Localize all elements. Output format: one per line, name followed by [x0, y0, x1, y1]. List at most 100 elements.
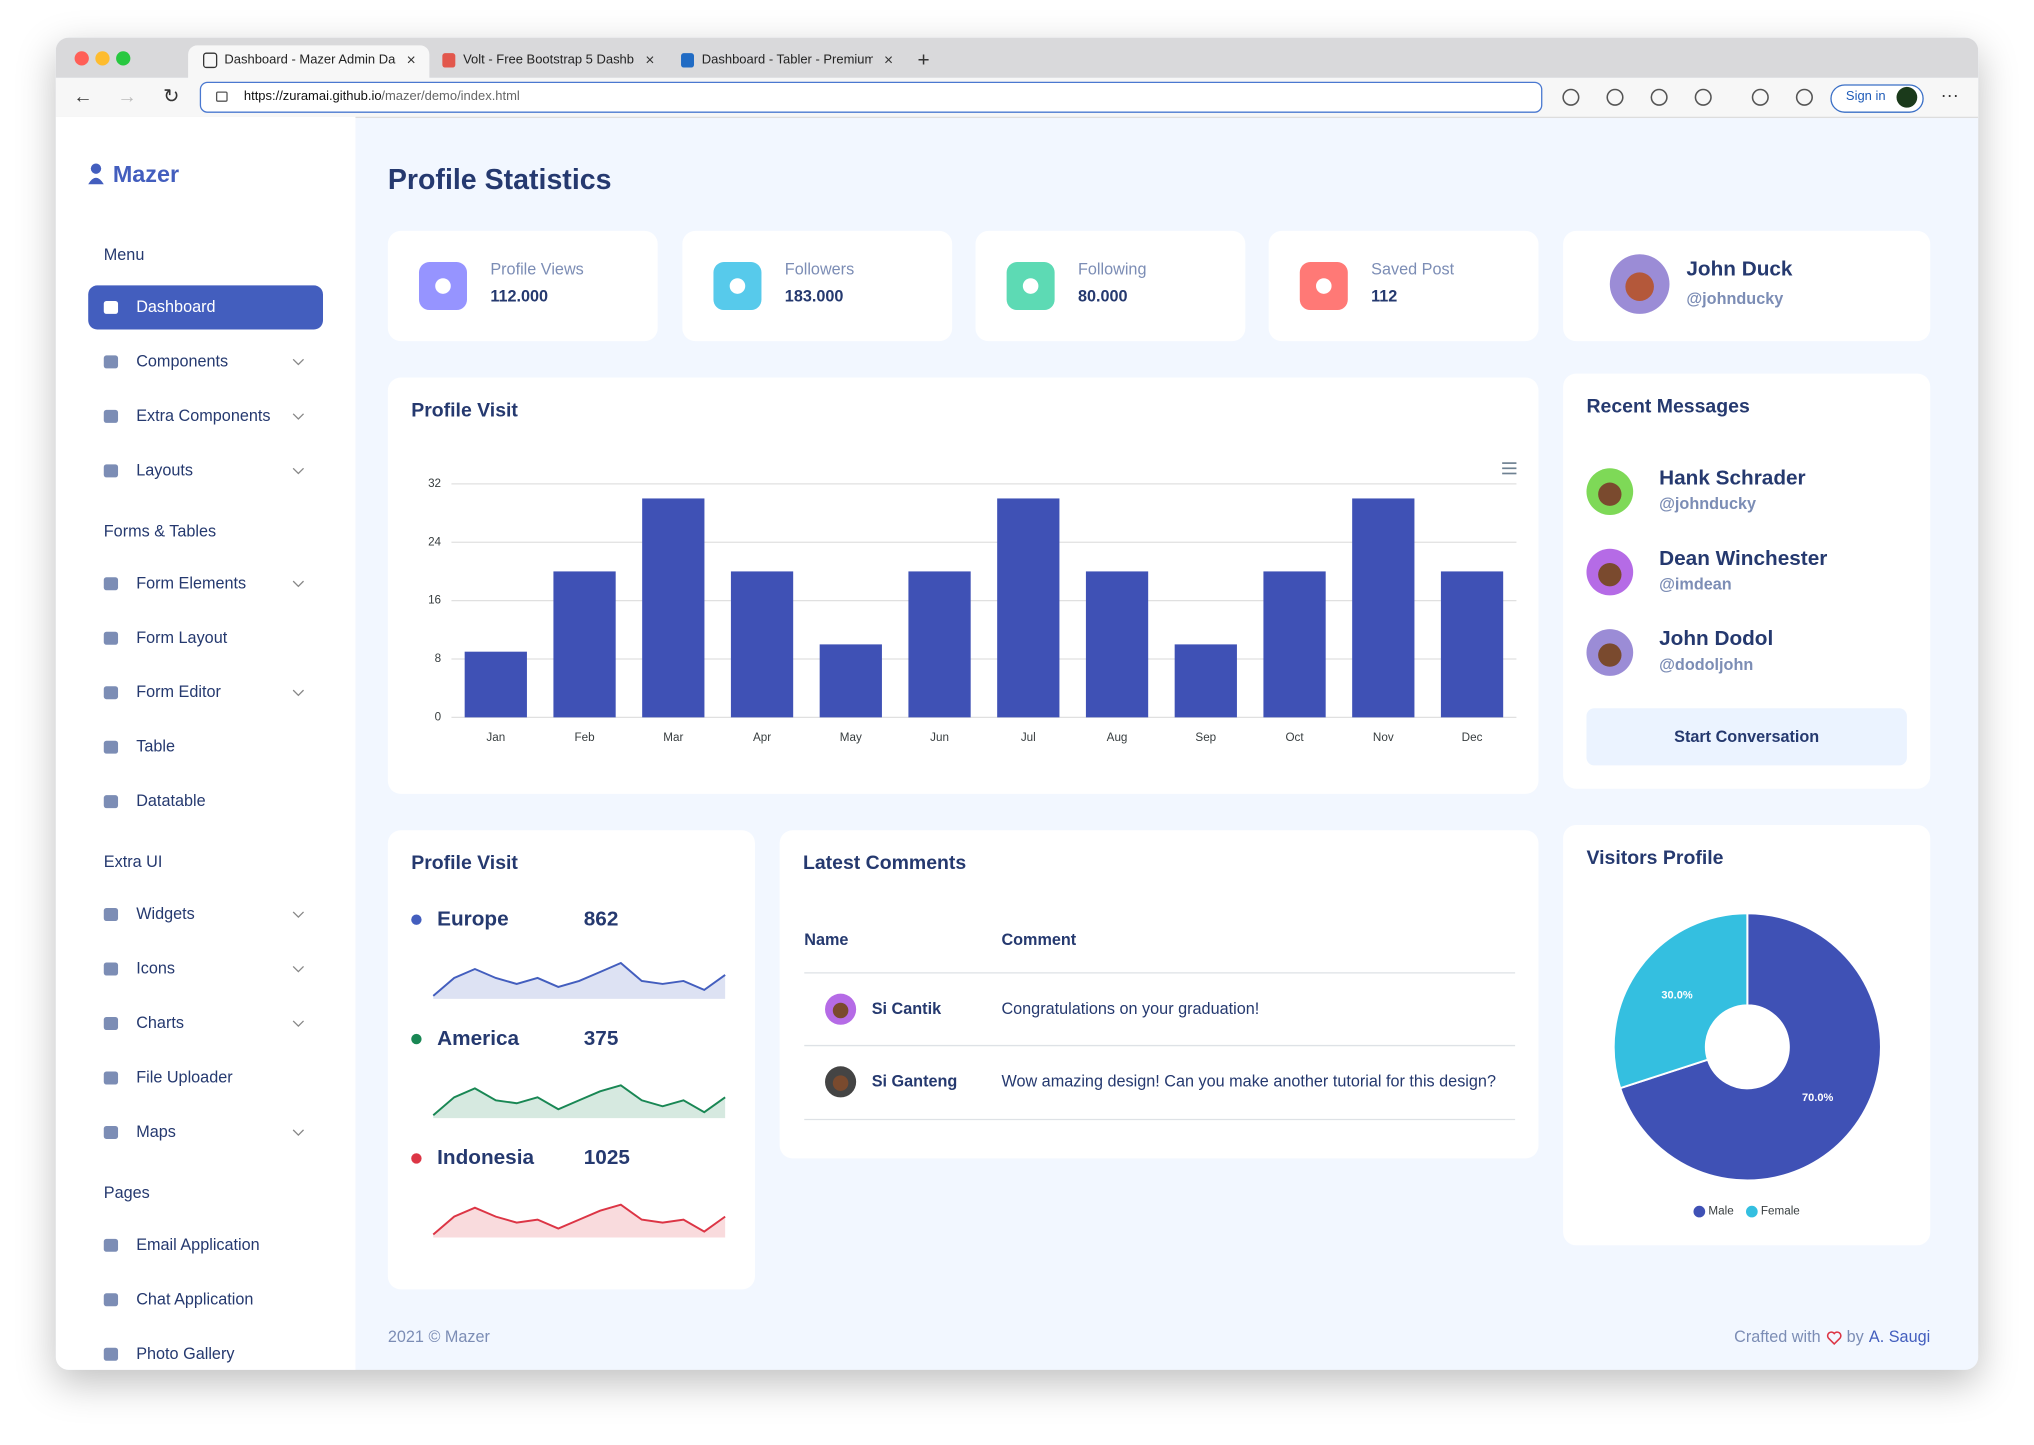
- sidebar-item[interactable]: File Uploader: [136, 1068, 233, 1087]
- legend-dot: [411, 1033, 422, 1045]
- x-tick-label: Jun: [930, 731, 949, 744]
- profile-avatar-face: [1625, 272, 1654, 301]
- profile-name: John Duck: [1686, 258, 1793, 281]
- sidebar-item[interactable]: Photo Gallery: [136, 1344, 235, 1363]
- sidebar-item[interactable]: Charts: [136, 1013, 184, 1032]
- stat-label: Profile Views: [490, 260, 584, 279]
- sidebar-icon: [103, 1293, 119, 1307]
- stat-icon-glyph: [435, 278, 451, 294]
- sidebar-icon: [103, 409, 119, 423]
- submenu-chevron: [292, 413, 305, 420]
- stat-label: Following: [1077, 260, 1147, 279]
- sidebar-icon: [103, 686, 119, 700]
- region-name: Europe: [437, 908, 509, 931]
- region-name: America: [437, 1027, 520, 1050]
- x-tick-label: Jan: [486, 731, 505, 744]
- sidebar-item[interactable]: Icons: [136, 959, 175, 978]
- window-control: [95, 51, 110, 66]
- y-tick-label: 8: [435, 652, 441, 665]
- sidebar-item[interactable]: Form Layout: [136, 628, 228, 647]
- pie-slice: [1619, 912, 1882, 1182]
- legend-marker: [1746, 1205, 1758, 1218]
- sidebar-item[interactable]: Form Editor: [136, 682, 221, 702]
- tab-close: ×: [645, 52, 654, 69]
- sidebar-item[interactable]: Components: [136, 352, 229, 371]
- region-value: 862: [583, 908, 619, 931]
- x-tick-label: Apr: [753, 731, 771, 744]
- sidebar-item[interactable]: Email Application: [136, 1235, 260, 1254]
- sidebar-item[interactable]: Chat Application: [136, 1290, 254, 1309]
- sidebar-item[interactable]: Extra Components: [136, 406, 271, 425]
- footer-text: by: [1846, 1327, 1864, 1346]
- y-tick-label: 32: [428, 477, 441, 490]
- x-tick-label: Dec: [1462, 731, 1483, 744]
- account-avatar: [1896, 86, 1918, 108]
- active-tab[interactable]: [188, 45, 430, 80]
- address-bar[interactable]: [199, 81, 1543, 113]
- sign-in-label[interactable]: Sign in: [1845, 89, 1886, 104]
- bar: [553, 571, 616, 718]
- chart-title: Profile Visit: [411, 399, 518, 422]
- start-conversation-button[interactable]: Start Conversation: [1586, 708, 1907, 766]
- column-header: Name: [804, 930, 849, 949]
- tab-title[interactable]: Volt - Free Bootstrap 5 Dashb: [463, 53, 634, 68]
- nav-button: ←: [73, 85, 92, 107]
- sidebar-section-title: Forms & Tables: [103, 522, 217, 541]
- comment-name: Si Cantik: [871, 999, 942, 1018]
- stat-value: 112: [1371, 287, 1398, 306]
- sidebar-item[interactable]: Datatable: [136, 791, 206, 811]
- x-tick-label: Oct: [1285, 731, 1304, 744]
- message-name[interactable]: Hank Schrader: [1659, 467, 1806, 490]
- message-handle: @dodoljohn: [1659, 655, 1754, 674]
- pie-label: 30.0%: [1661, 990, 1692, 1002]
- region-name: Indonesia: [437, 1147, 535, 1170]
- message-name[interactable]: John Dodol: [1659, 628, 1774, 651]
- bar: [1440, 571, 1504, 718]
- page-title: Profile Statistics: [387, 163, 612, 196]
- x-tick-label: Nov: [1373, 731, 1394, 744]
- sidebar-item[interactable]: Form Elements: [136, 574, 247, 593]
- brand: Mazer: [112, 161, 180, 188]
- brand-icon-head: [90, 163, 102, 174]
- card-title: Profile Visit: [411, 852, 518, 875]
- comment-avatar-face: [832, 1075, 849, 1091]
- message-avatar-face: [1598, 562, 1622, 587]
- new-tab: +: [918, 48, 930, 71]
- tab-close: ×: [407, 52, 416, 69]
- sidebar-item[interactable]: Dashboard: [136, 297, 216, 316]
- bar: [1263, 571, 1326, 718]
- legend-label: Female: [1761, 1205, 1800, 1218]
- footer-copyright: 2021 © Mazer: [387, 1327, 490, 1346]
- sidebar-item[interactable]: Table: [136, 737, 175, 756]
- sidebar-item[interactable]: Maps: [136, 1122, 176, 1141]
- sidebar-icon: [103, 962, 119, 976]
- toolbar-icon: [1606, 88, 1624, 106]
- sidebar-section-title: Extra UI: [103, 852, 163, 872]
- comments-card: [779, 830, 1539, 1159]
- menu-dots: ···: [1941, 85, 1959, 105]
- x-tick-label: Jul: [1021, 731, 1036, 744]
- card-title: Recent Messages: [1586, 395, 1750, 418]
- submenu-chevron: [292, 911, 305, 919]
- tab-title[interactable]: Dashboard - Mazer Admin Das: [224, 53, 396, 68]
- y-tick-label: 24: [428, 535, 441, 548]
- nav-button: ↻: [163, 85, 179, 107]
- sidebar-icon: [103, 1238, 119, 1252]
- sidebar-icon: [103, 908, 119, 922]
- message-name[interactable]: Dean Winchester: [1659, 547, 1828, 570]
- url-host: https://zuramai.github.io: [243, 89, 382, 104]
- stat-value: 183.000: [784, 287, 844, 306]
- sidebar-item[interactable]: Widgets: [136, 904, 195, 923]
- sidebar-icon: [103, 355, 119, 369]
- sidebar-icon: [103, 1017, 119, 1030]
- footer-link[interactable]: A. Saugi: [1868, 1327, 1931, 1346]
- sidebar-icon: [103, 300, 119, 314]
- region-card: [387, 830, 755, 1290]
- sidebar-item-active[interactable]: [88, 285, 324, 330]
- tab-title[interactable]: Dashboard - Tabler - Premium: [701, 53, 874, 68]
- toolbar-icon: [1650, 88, 1668, 106]
- sparkline: [432, 1084, 726, 1116]
- sidebar-item[interactable]: Layouts: [136, 461, 193, 480]
- sidebar-icon: [103, 577, 119, 591]
- region-value: 375: [583, 1027, 619, 1050]
